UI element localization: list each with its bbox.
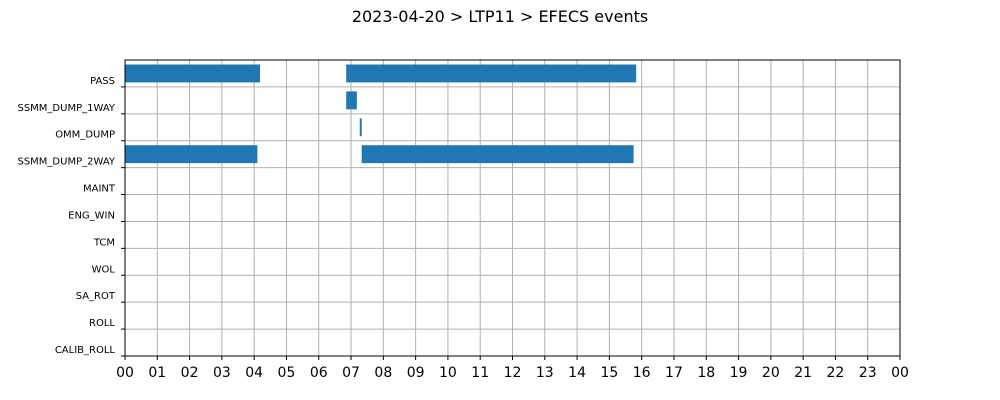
y-tick-label: WOL bbox=[92, 264, 116, 275]
y-tick-label: ROLL bbox=[89, 318, 115, 329]
event-bar bbox=[125, 145, 258, 164]
event-bar bbox=[359, 118, 362, 137]
x-tick-label: 10 bbox=[439, 365, 457, 381]
y-tick-label: OMM_DUMP bbox=[55, 130, 115, 141]
y-tick-label: CALIB_ROLL bbox=[55, 345, 116, 356]
y-axis: PASS SSMM_DUMP_1WAY OMM_DUMP SSMM_DUMP_2WAY… bbox=[17, 76, 125, 357]
x-tick-label: 02 bbox=[181, 365, 199, 381]
x-tick-label: 06 bbox=[310, 365, 328, 381]
x-tick-label: 13 bbox=[536, 365, 554, 381]
x-tick-label: 03 bbox=[213, 365, 231, 381]
x-tick-label: 01 bbox=[148, 365, 166, 381]
event-bar bbox=[361, 145, 634, 164]
x-tick-label: 18 bbox=[697, 365, 715, 381]
x-tick-label: 16 bbox=[633, 365, 651, 381]
x-tick-label: 00 bbox=[891, 365, 909, 381]
x-tick-label: 05 bbox=[278, 365, 296, 381]
y-tick-label: MAINT bbox=[83, 184, 116, 195]
y-tick-label: SSMM_DUMP_2WAY bbox=[17, 157, 115, 168]
event-bar bbox=[125, 64, 260, 83]
x-tick-label: 14 bbox=[568, 365, 586, 381]
grid bbox=[125, 60, 900, 356]
x-tick-label: 07 bbox=[342, 365, 360, 381]
chart-title: 2023-04-20 > LTP11 > EFECS events bbox=[352, 7, 648, 26]
x-tick-label: 20 bbox=[762, 365, 780, 381]
x-axis: 00 01 02 03 04 05 06 07 08 09 10 11 12 13 14 15 16 17 18 19… bbox=[116, 356, 909, 381]
x-tick-label: 22 bbox=[827, 365, 845, 381]
event-bar bbox=[346, 64, 637, 83]
x-tick-label: 08 bbox=[374, 365, 392, 381]
x-tick-label: 21 bbox=[794, 365, 812, 381]
y-tick-label: ENG_WIN bbox=[68, 210, 115, 221]
x-tick-label: 15 bbox=[600, 365, 618, 381]
event-bar bbox=[346, 91, 357, 110]
x-tick-label: 17 bbox=[665, 365, 683, 381]
event-bars bbox=[125, 64, 637, 164]
x-tick-label: 19 bbox=[730, 365, 748, 381]
x-tick-label: 11 bbox=[471, 365, 489, 381]
x-tick-label: 12 bbox=[504, 365, 522, 381]
y-tick-label: SA_ROT bbox=[76, 291, 116, 302]
y-tick-label: PASS bbox=[90, 76, 115, 87]
x-tick-label: 00 bbox=[116, 365, 134, 381]
x-tick-label: 04 bbox=[245, 365, 263, 381]
y-tick-label: SSMM_DUMP_1WAY bbox=[17, 103, 115, 114]
x-tick-label: 23 bbox=[859, 365, 877, 381]
x-tick-label: 09 bbox=[407, 365, 425, 381]
y-tick-label: TCM bbox=[93, 237, 115, 248]
